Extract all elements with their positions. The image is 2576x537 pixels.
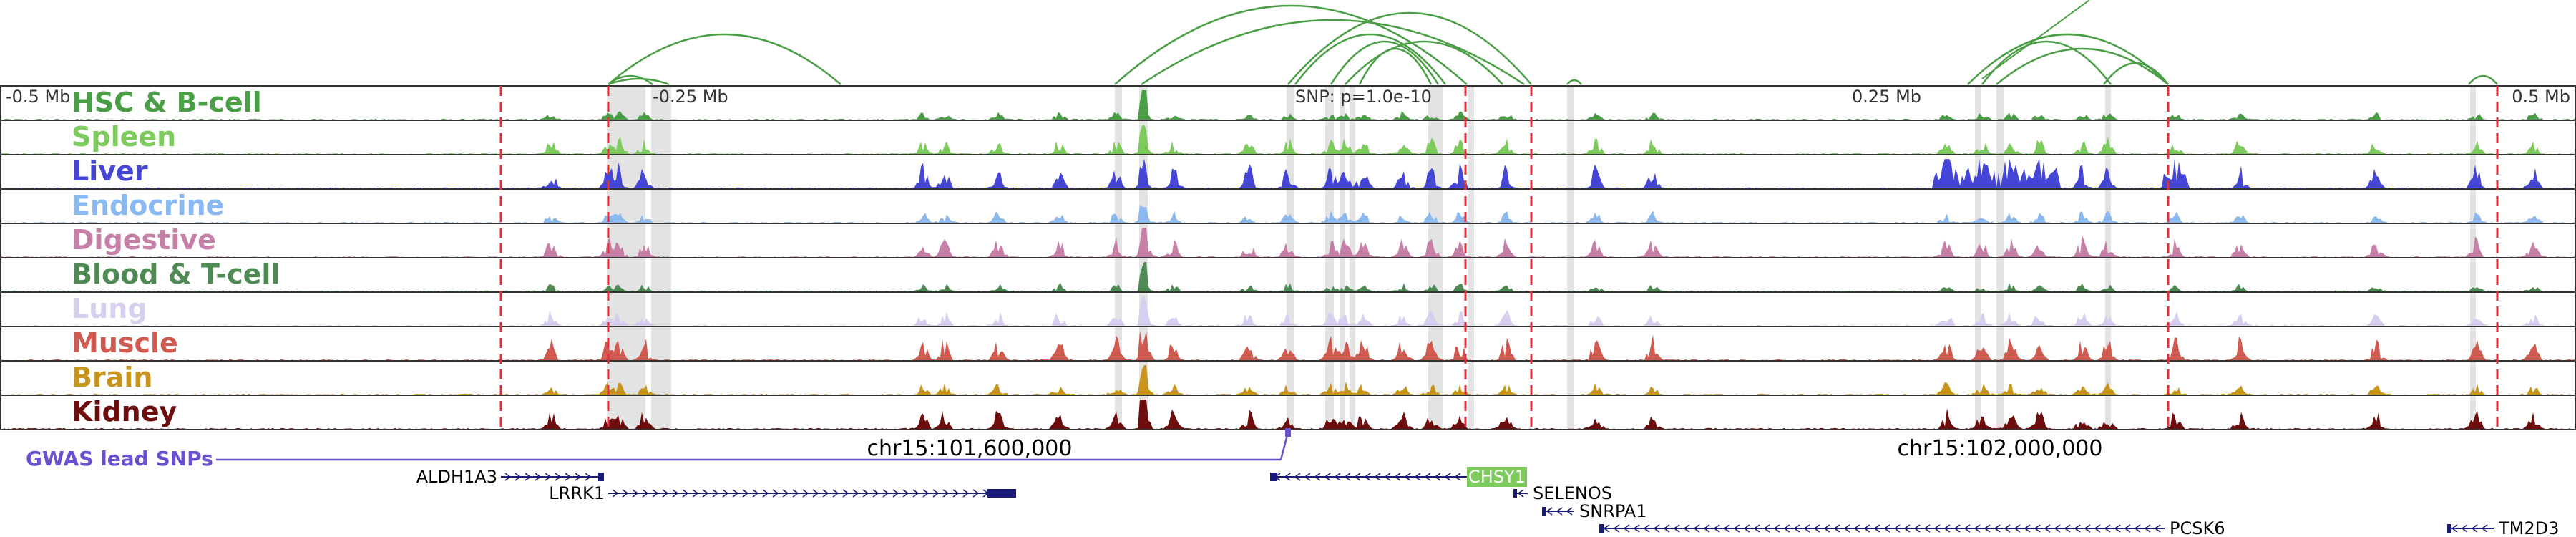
coordinates: chr15:101,600,000 chr15:102,000,000 <box>867 436 2103 461</box>
dashed-markers <box>499 86 2499 430</box>
track-labels: HSC & B-cellSpleenLiverEndocrineDigestiv… <box>72 87 280 427</box>
gene-label: SNRPA1 <box>1579 501 1647 521</box>
loop-arc <box>608 77 670 86</box>
signal-spleen <box>0 125 2576 155</box>
signal-hsc-b-cell <box>0 90 2576 120</box>
gwas-snp-stem <box>1279 432 1289 460</box>
track-label: Endocrine <box>72 190 224 221</box>
ruler-right-label: 0.5 Mb <box>2512 87 2570 107</box>
track-label: Muscle <box>72 327 178 359</box>
gene-label: LRRK1 <box>549 483 605 503</box>
gene-label: PCSK6 <box>2170 518 2225 537</box>
loop-arc <box>1114 4 1468 85</box>
gene-snrpa1: SNRPA1 <box>1542 501 1647 521</box>
gene-chsy1: CHSY1 <box>1270 467 1527 487</box>
loop-arc <box>1981 40 2112 85</box>
loop-arc <box>1294 33 1446 85</box>
signal-tracks <box>0 85 2576 430</box>
loop-arc <box>1967 33 2169 85</box>
track-label: Spleen <box>72 121 176 153</box>
gwas-row: GWAS lead SNPs <box>26 428 1291 470</box>
signal-digestive <box>0 228 2576 258</box>
signal-kidney <box>0 400 2576 430</box>
loop-arc <box>1345 40 1503 85</box>
track-label: Lung <box>72 293 147 324</box>
gwas-label: GWAS lead SNPs <box>26 447 213 470</box>
gene-label: SELENOS <box>1533 483 1612 503</box>
gene-pcsk6: PCSK6 <box>1599 518 2225 537</box>
gene-label: TM2D3 <box>2498 518 2559 537</box>
loop-arc <box>1358 47 1433 85</box>
loop-arc <box>1566 79 1582 85</box>
ruler-mid-left-label: -0.25 Mb <box>653 87 728 107</box>
ruler-snp-label: SNP: p=1.0e-10 <box>1295 87 1432 107</box>
loop-arc <box>2468 74 2498 85</box>
track-label: HSC & B-cell <box>72 87 262 118</box>
gene-label: ALDH1A3 <box>416 467 497 487</box>
loop-arc <box>608 33 841 85</box>
gene-aldh1a3: ALDH1A3 <box>416 467 604 487</box>
signal-liver <box>0 159 2576 189</box>
coord-left: chr15:101,600,000 <box>867 436 1073 461</box>
signal-endocrine <box>0 205 2576 223</box>
loop-arc <box>2103 62 2169 85</box>
ruler-left-label: -0.5 Mb <box>6 87 70 107</box>
loop-arc <box>1996 47 2169 85</box>
track-label: Brain <box>72 362 152 393</box>
loop-arc <box>1141 19 1525 86</box>
gwas-snp-marker <box>1285 428 1291 437</box>
gene-lrrk1: LRRK1 <box>549 483 1016 503</box>
coord-right: chr15:102,000,000 <box>1898 436 2103 461</box>
gene-selenos: SELENOS <box>1513 483 1612 503</box>
gene-label: CHSY1 <box>1468 467 1526 487</box>
loop-arc <box>1981 0 2090 79</box>
ruler: -0.5 Mb -0.25 Mb SNP: p=1.0e-10 0.25 Mb … <box>6 87 2570 107</box>
track-label: Blood & T-cell <box>72 258 280 290</box>
signal-lung <box>0 296 2576 326</box>
loop-arc <box>608 74 653 85</box>
signal-muscle <box>0 331 2576 361</box>
ruler-mid-right-label: 0.25 Mb <box>1852 87 1921 107</box>
loop-arc <box>1287 11 1532 85</box>
loop-arcs <box>608 0 2498 86</box>
gene-highlight <box>1467 467 1527 487</box>
loop-arc <box>1330 40 1440 85</box>
track-label: Digestive <box>72 224 216 256</box>
track-label: Kidney <box>72 396 177 427</box>
track-label: Liver <box>72 155 148 187</box>
gene-tm2d3: TM2D3 <box>2447 518 2559 537</box>
